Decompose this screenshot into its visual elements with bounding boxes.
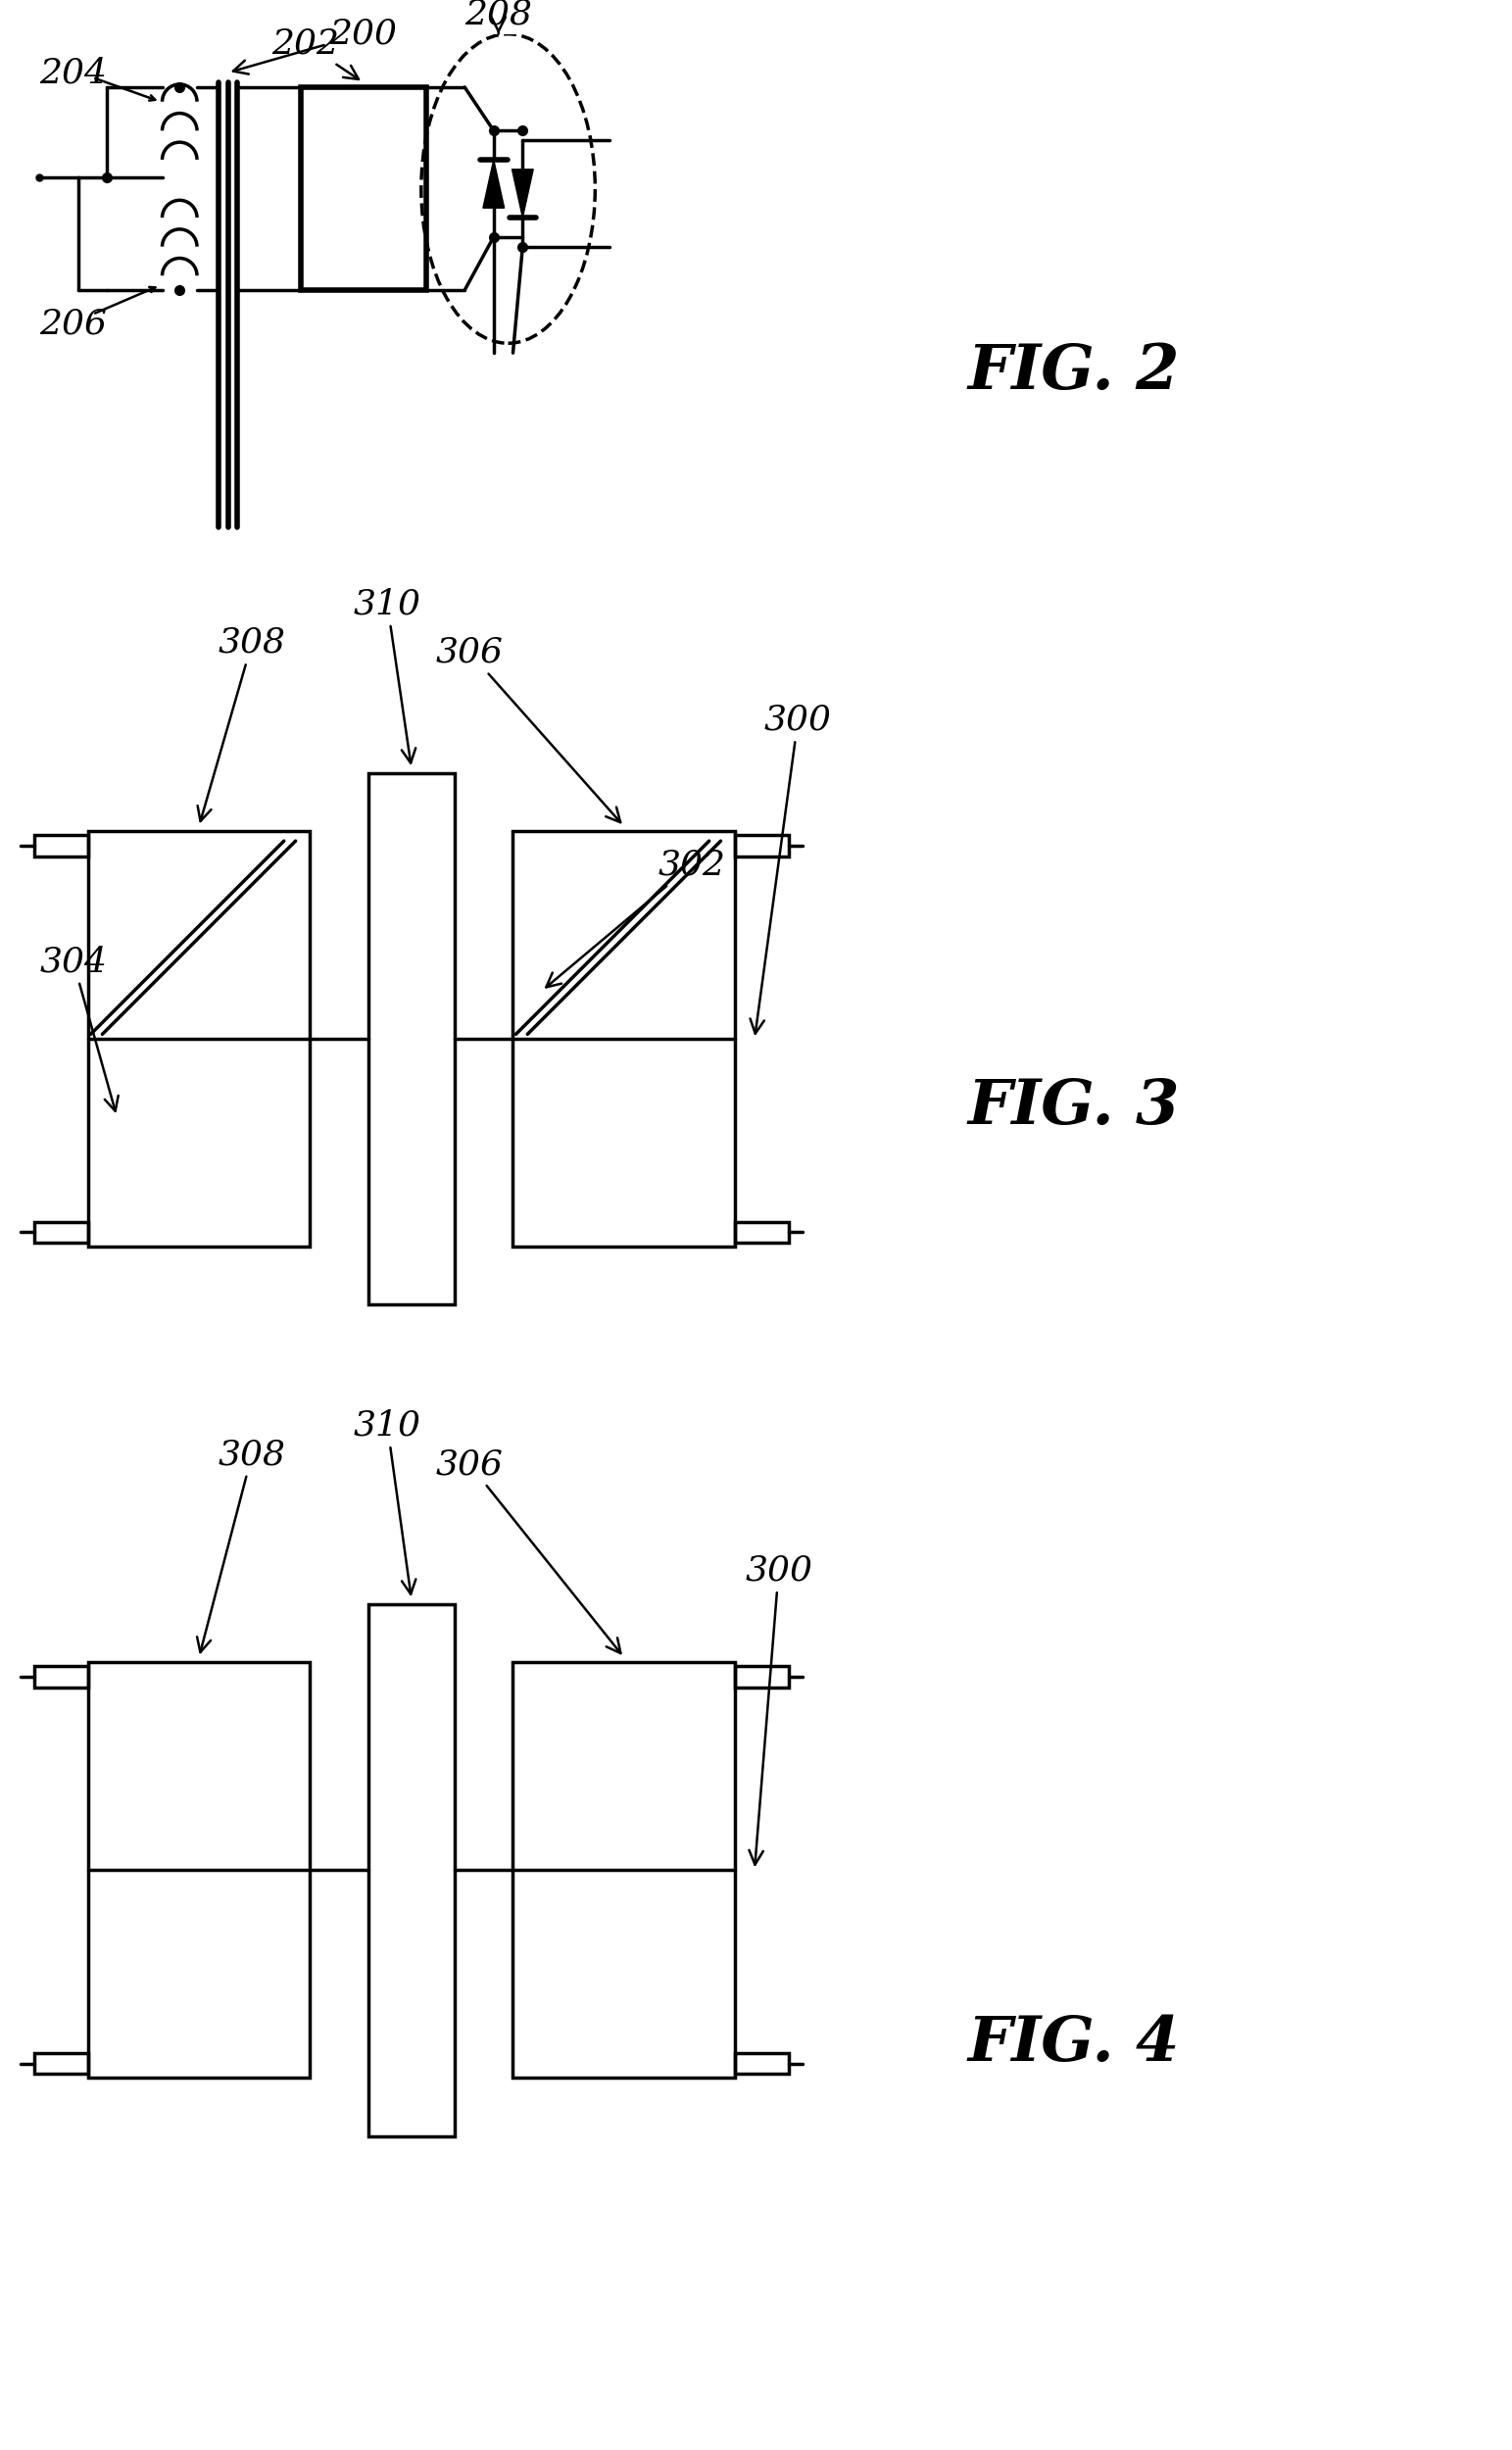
Polygon shape xyxy=(513,169,534,218)
Bar xyxy=(735,1666,788,1688)
Bar xyxy=(735,835,788,858)
Text: 204: 204 xyxy=(39,56,107,88)
Text: FIG. 3: FIG. 3 xyxy=(968,1076,1179,1137)
Text: 306: 306 xyxy=(435,635,620,823)
Text: FIG. 4: FIG. 4 xyxy=(968,2014,1179,2075)
Text: 308: 308 xyxy=(197,1438,286,1651)
Bar xyxy=(735,2053,788,2075)
Bar xyxy=(367,774,455,1306)
Bar xyxy=(88,831,310,1247)
Bar xyxy=(88,1664,310,2078)
Bar xyxy=(35,835,88,858)
Text: 308: 308 xyxy=(198,627,286,821)
Text: FIG. 2: FIG. 2 xyxy=(968,343,1179,402)
Text: 206: 206 xyxy=(39,306,107,341)
Text: 310: 310 xyxy=(354,588,422,762)
Text: 304: 304 xyxy=(39,946,118,1112)
Bar xyxy=(513,831,735,1247)
Text: 310: 310 xyxy=(354,1409,422,1595)
Text: 300: 300 xyxy=(745,1553,812,1864)
Polygon shape xyxy=(482,159,505,208)
Bar xyxy=(35,1666,88,1688)
Text: 306: 306 xyxy=(435,1448,621,1654)
Bar xyxy=(35,2053,88,2075)
Bar xyxy=(301,88,426,289)
Text: 202: 202 xyxy=(271,27,358,78)
Bar xyxy=(513,1664,735,2078)
Text: 302: 302 xyxy=(546,848,726,987)
Text: 200: 200 xyxy=(233,17,398,74)
Text: 208: 208 xyxy=(464,0,532,34)
Bar xyxy=(735,1223,788,1242)
Text: 300: 300 xyxy=(750,703,832,1034)
Bar xyxy=(35,1223,88,1242)
Bar xyxy=(367,1605,455,2136)
